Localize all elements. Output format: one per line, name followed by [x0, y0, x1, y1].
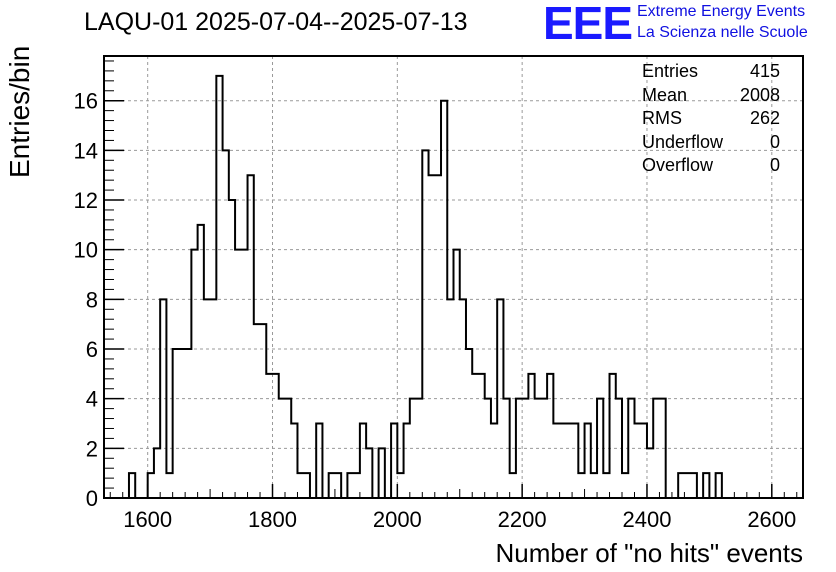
y-tick-label: 12 [74, 188, 98, 213]
stat-overflow-label: Overflow [642, 155, 714, 175]
y-tick-label: 0 [86, 486, 98, 511]
stat-rms: RMS 262 [642, 107, 780, 131]
stat-rms-value: 262 [749, 108, 780, 128]
eee-logo: EEE [543, 0, 633, 49]
stat-entries: Entries 415 [642, 60, 780, 84]
x-tick-label: 2400 [622, 507, 671, 532]
stat-entries-label: Entries [642, 61, 699, 81]
stat-entries-value: 415 [749, 61, 780, 81]
stat-mean-label: Mean [642, 84, 688, 105]
stats-box: Entries 415 Mean 2008 RMS 262 Underflow … [642, 60, 780, 178]
stat-underflow: Underflow 0 [642, 131, 780, 155]
stat-mean: Mean 2008 [642, 84, 780, 108]
stat-mean-value: 2008 [739, 84, 780, 105]
histogram-series [104, 74, 803, 499]
x-tick-label: 2200 [498, 507, 547, 532]
stat-underflow-value: 0 [769, 131, 780, 152]
axis-ticks [104, 60, 798, 499]
chart-title: LAQU-01 2025-07-04--2025-07-13 [84, 8, 468, 36]
y-tick-label: 4 [86, 387, 98, 412]
stat-overflow-value: 0 [769, 155, 780, 175]
y-tick-label: 8 [86, 287, 98, 312]
y-axis-label: Entries/bin [4, 45, 35, 178]
stat-rms-label: RMS [642, 108, 682, 128]
y-tick-label: 16 [74, 89, 98, 114]
y-tick-label: 6 [86, 337, 98, 362]
tick-labels: 1600 1800 2000 2200 2400 2600 0 2 4 6 8 10 12 14 16 [74, 89, 797, 532]
stat-underflow-label: Underflow [642, 131, 724, 152]
y-tick-label: 14 [74, 138, 98, 163]
x-tick-label: 2000 [373, 507, 422, 532]
y-tick-label: 10 [74, 238, 98, 263]
y-tick-label: 2 [86, 436, 98, 461]
x-axis-label: Number of "no hits" events [495, 538, 804, 568]
x-tick-label: 2600 [747, 507, 796, 532]
logo-caption-line1: Extreme Energy Events [637, 3, 806, 20]
plot-frame [103, 55, 804, 499]
x-tick-label: 1800 [248, 507, 297, 532]
x-tick-label: 1600 [123, 507, 172, 532]
logo-caption-line2: La Scienza nelle Scuole [637, 24, 808, 41]
stat-overflow: Overflow 0 [642, 154, 780, 178]
